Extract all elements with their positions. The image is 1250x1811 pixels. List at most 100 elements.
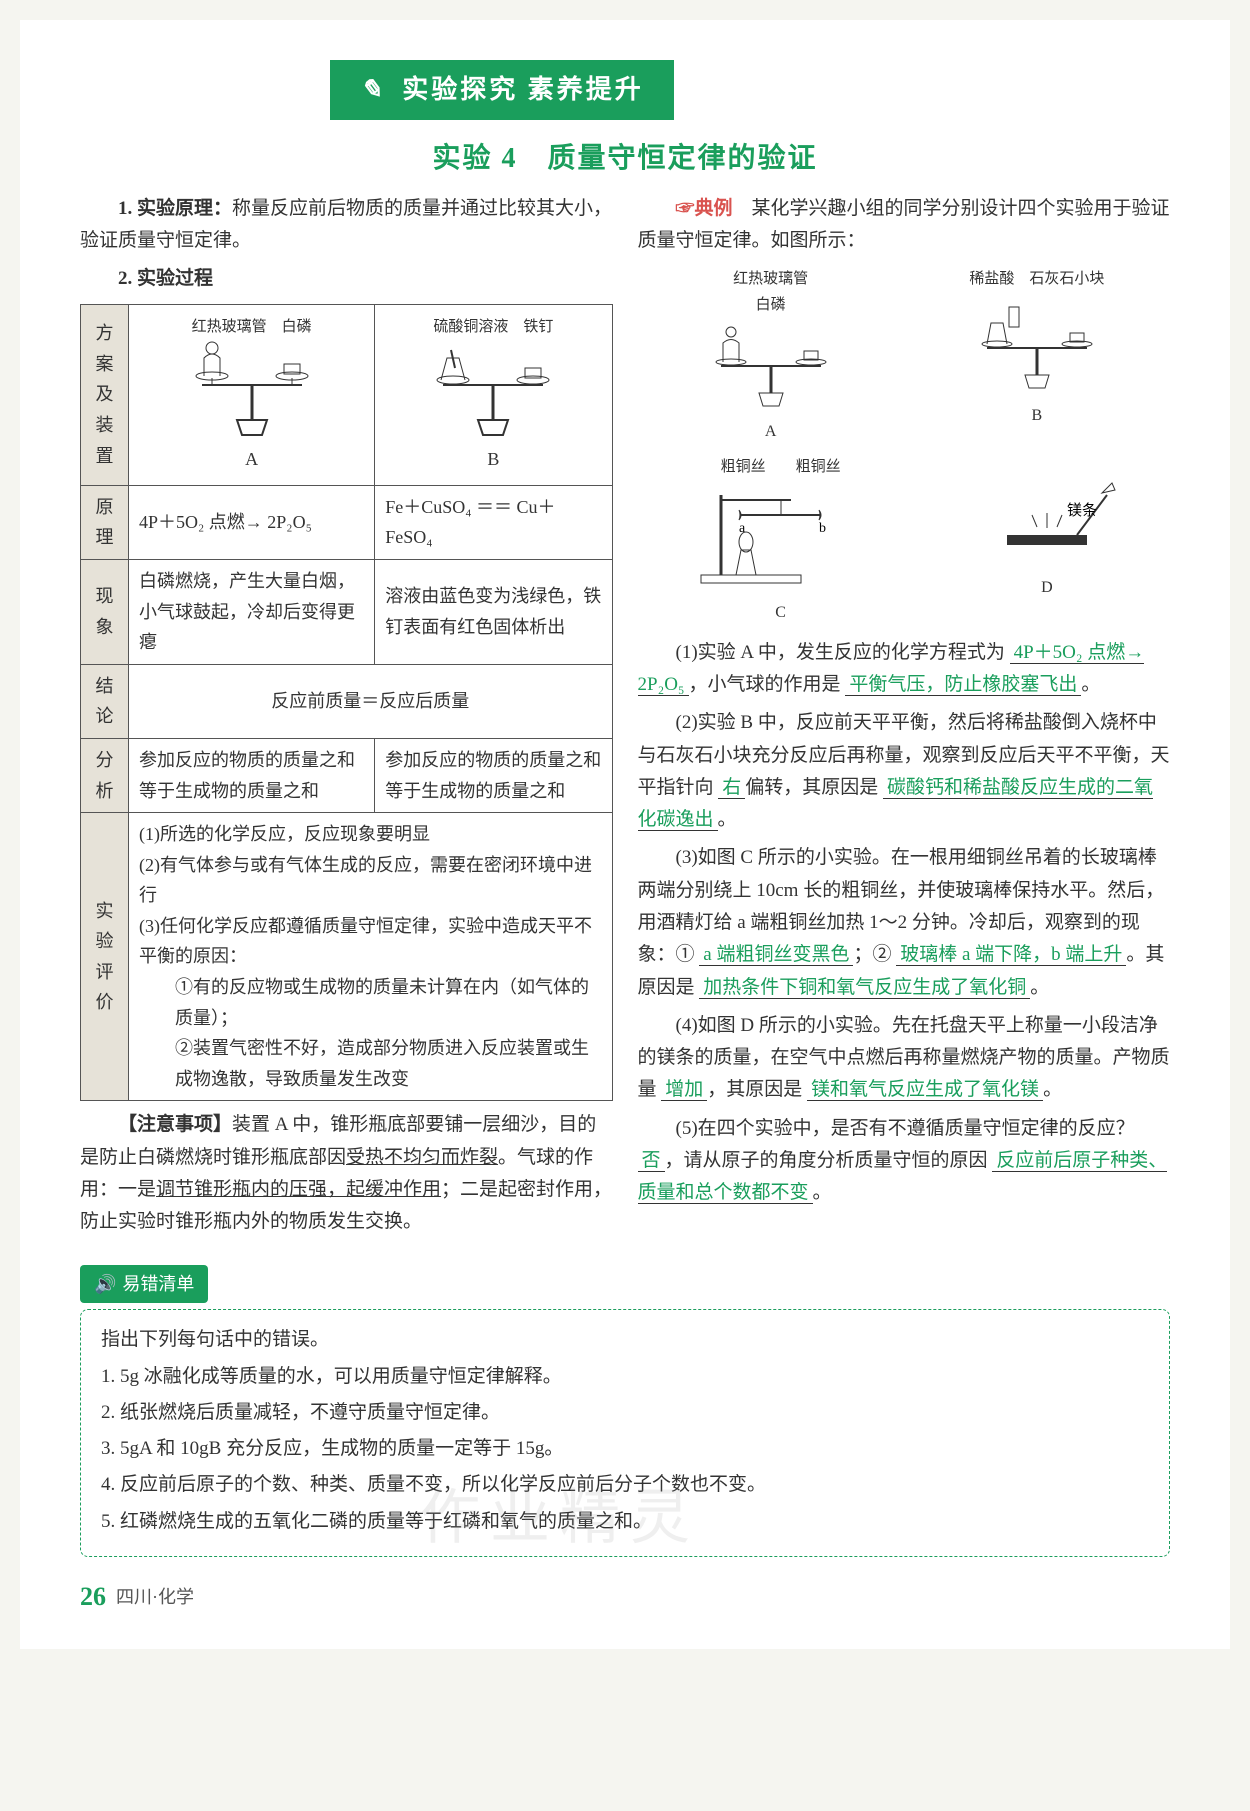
tip-3: 3. 5gA 和 10gB 充分反应，生成物的质量一定等于 15g。 — [101, 1433, 1149, 1465]
row-head-eval: 实验评价 — [81, 813, 129, 1101]
banner-text: 实验探究 素养提升 — [402, 75, 644, 104]
q2-ans1: 右 — [718, 777, 745, 799]
footer-text: 四川·化学 — [116, 1582, 194, 1613]
dC-l2: 粗铜丝 — [796, 459, 841, 475]
section-banner: ✎ 实验探究 素养提升 — [80, 60, 1170, 120]
analysis-B: 参加反应的物质的质量之和等于生成物的质量之和 — [375, 738, 612, 812]
diagram-row-CD: 粗铜丝 粗铜丝 a b C — [638, 455, 1171, 627]
q5-c: 。 — [813, 1182, 832, 1203]
dC-lb: b — [819, 521, 826, 536]
eval-1: (1)所选的化学反应，反应现象要明显 — [139, 819, 602, 850]
notes-para: 【注意事项】装置 A 中，锥形瓶底部要铺一层细沙，目的是防止白磷燃烧时锥形瓶底部… — [80, 1109, 613, 1238]
page-footer: 26 四川·化学 — [80, 1575, 1170, 1619]
q4: (4)如图 D 所示的小实验。先在托盘天平上称量一小段洁净的镁条的质量，在空气中… — [638, 1010, 1171, 1107]
note-u2: 调节锥形瓶内的压强，起缓冲作用 — [156, 1179, 441, 1200]
tip-4: 4. 反应前后原子的个数、种类、质量不变，所以化学反应前后分子个数也不变。 — [101, 1469, 1149, 1501]
q3-b: ；② — [853, 944, 891, 965]
q2-c: 。 — [718, 809, 737, 830]
eq-A: 4P＋5O₂ 点燃→ 2P₂O₅ — [129, 485, 375, 559]
q3-ans1: a 端粗铜丝变黑色 — [699, 944, 853, 966]
A-sublabel: A — [139, 444, 364, 475]
page-number: 26 — [80, 1575, 106, 1619]
tips-header: 🔊 易错清单 — [80, 1265, 208, 1304]
example-label: ☞典例 — [676, 198, 733, 219]
q3-d: 。 — [1030, 977, 1049, 998]
tips-box: 指出下列每句话中的错误。 1. 5g 冰融化成等质量的水，可以用质量守恒定律解释… — [80, 1309, 1170, 1557]
eval-5: ②装置气密性不好，造成部分物质进入反应装置或生成物逸散，导致质量发生改变 — [139, 1033, 602, 1094]
A-label-phos: 白磷 — [282, 319, 312, 335]
dD-l1: 镁条 — [1067, 502, 1097, 519]
conclusion-text: 反应前质量＝反应后质量 — [129, 664, 613, 738]
diagram-B-cell: 硫酸铜溶液 铁钉 B — [375, 304, 612, 485]
diagram-A-cell: 红热玻璃管 白磷 A — [129, 304, 375, 485]
dC-l1: 粗铜丝 — [721, 459, 766, 475]
eq-B: Fe＋CuSO₄ ＝＝ Cu＋FeSO₄ — [375, 485, 612, 559]
dA-sub: A — [681, 418, 861, 445]
B-label-nail: 铁钉 — [523, 319, 553, 335]
q1: (1)实验 A 中，发生反应的化学方程式为 4P＋5O₂ 点燃→ 2P₂O₅，小… — [638, 637, 1171, 702]
q4-c: 。 — [1043, 1079, 1062, 1100]
phen-B: 溶液由蓝色变为浅绿色，铁钉表面有红色固体析出 — [375, 559, 612, 664]
dD-sub: D — [967, 574, 1127, 601]
dC-sub: C — [681, 599, 881, 626]
left-column: 1. 实验原理：称量反应前后物质的质量并通过比较其大小，验证质量守恒定律。 2.… — [80, 193, 613, 1245]
q2-b: 偏转，其原因是 — [745, 777, 878, 798]
row-head-analysis: 分析 — [81, 738, 129, 812]
balance-B2-icon — [947, 293, 1127, 393]
speaker-icon: 🔊 — [94, 1269, 116, 1300]
q1-a: (1)实验 A 中，发生反应的化学方程式为 — [676, 642, 1005, 663]
q4-b: ，其原因是 — [707, 1079, 802, 1100]
mg-D-icon: 镁条 — [967, 455, 1127, 565]
dA-l1: 红热玻璃管 — [733, 271, 808, 287]
q3-ans3: 加热条件下铜和氧气反应生成了氧化铜 — [699, 977, 1030, 999]
q4-ans1: 增加 — [661, 1079, 707, 1101]
experiment-title: 实验 4 质量守恒定律的验证 — [80, 135, 1170, 183]
row-head-principle: 原理 — [81, 485, 129, 559]
example-intro: ☞典例 某化学兴趣小组的同学分别设计四个实验用于验证质量守恒定律。如图所示： — [638, 193, 1171, 258]
row-head-plan: 方案及装置 — [81, 304, 129, 485]
principle-label: 1. 实验原理： — [118, 198, 232, 219]
diagram-row-AB: 红热玻璃管 白磷 A 稀盐酸 石灰石小块 — [638, 267, 1171, 444]
eval-2: (2)有气体参与或有气体生成的反应，需要在密闭环境中进行 — [139, 850, 602, 911]
dA-l2: 白磷 — [756, 297, 786, 313]
banner-icon: ✎ — [360, 68, 385, 112]
dB-l1: 稀盐酸 — [969, 271, 1014, 287]
q1-b: ，小气球的作用是 — [689, 674, 841, 695]
B-sublabel: B — [385, 444, 601, 475]
q5-ans1: 否 — [638, 1150, 665, 1172]
q1-c: 。 — [1081, 674, 1100, 695]
diagram-A: 红热玻璃管 白磷 A — [681, 267, 861, 444]
stand-C-icon: a b — [681, 480, 881, 590]
diagram-D: 镁条 D — [967, 455, 1127, 627]
note-u1: 受热不均匀而炸裂 — [346, 1147, 498, 1168]
phen-A: 白磷燃烧，产生大量白烟，小气球鼓起，冷却后变得更瘪 — [129, 559, 375, 664]
experiment-table: 方案及装置 红热玻璃管 白磷 — [80, 304, 613, 1102]
q5-b: ，请从原子的角度分析质量守恒的原因 — [665, 1150, 988, 1171]
tips-intro: 指出下列每句话中的错误。 — [101, 1324, 1149, 1356]
diagram-B: 稀盐酸 石灰石小块 B — [947, 267, 1127, 444]
tip-1: 1. 5g 冰融化成等质量的水，可以用质量守恒定律解释。 — [101, 1361, 1149, 1393]
q2-ans2: 碳酸钙和稀盐酸反应生成的二氧化碳逸出 — [638, 777, 1154, 831]
balance-A2-icon — [681, 318, 861, 408]
q5-a: (5)在四个实验中，是否有不遵循质量守恒定律的反应？ — [676, 1118, 1135, 1139]
q1-ans2: 平衡气压，防止橡胶塞飞出 — [845, 674, 1081, 696]
analysis-A: 参加反应的物质的质量之和等于生成物的质量之和 — [129, 738, 375, 812]
eval-text: (1)所选的化学反应，反应现象要明显 (2)有气体参与或有气体生成的反应，需要在… — [129, 813, 613, 1101]
process-label: 2. 实验过程 — [80, 263, 613, 295]
q2: (2)实验 B 中，反应前天平平衡，然后将稀盐酸倒入烧杯中与石灰石小块充分反应后… — [638, 707, 1171, 836]
notes-label: 【注意事项】 — [118, 1114, 232, 1135]
balance-B-icon — [403, 340, 583, 440]
right-column: ☞典例 某化学兴趣小组的同学分别设计四个实验用于验证质量守恒定律。如图所示： 红… — [638, 193, 1171, 1245]
q5: (5)在四个实验中，是否有不遵循质量守恒定律的反应？ 否，请从原子的角度分析质量… — [638, 1113, 1171, 1210]
dB-l2: 石灰石小块 — [1029, 271, 1104, 287]
q4-ans2: 镁和氧气反应生成了氧化镁 — [807, 1079, 1043, 1101]
q3: (3)如图 C 所示的小实验。在一根用细铜丝吊着的长玻璃棒两端分别绕上 10cm… — [638, 842, 1171, 1003]
diagram-C: 粗铜丝 粗铜丝 a b C — [681, 455, 881, 627]
row-head-conclusion: 结论 — [81, 664, 129, 738]
tips-header-text: 易错清单 — [122, 1274, 194, 1294]
eval-4: ①有的反应物或生成物的质量未计算在内（如气体的质量）； — [139, 972, 602, 1033]
dB-sub: B — [947, 402, 1127, 429]
balance-A-icon — [162, 340, 342, 440]
q3-ans2: 玻璃棒 a 端下降，b 端上升 — [896, 944, 1126, 966]
principle-para: 1. 实验原理：称量反应前后物质的质量并通过比较其大小，验证质量守恒定律。 — [80, 193, 613, 258]
